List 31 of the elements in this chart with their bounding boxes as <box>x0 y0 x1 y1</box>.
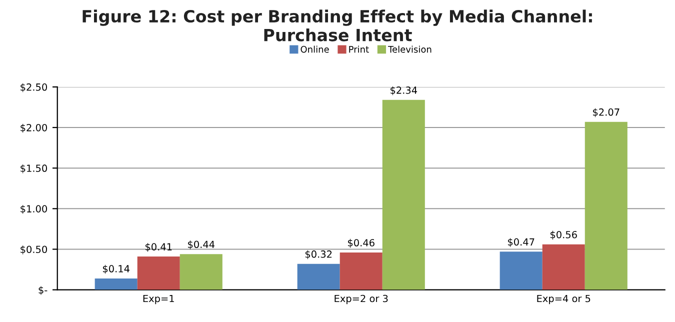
bar <box>542 244 585 290</box>
data-label: $0.56 <box>550 230 577 240</box>
data-label: $0.46 <box>348 238 374 248</box>
data-label: $2.07 <box>593 108 620 118</box>
bar <box>584 122 628 290</box>
data-label: $0.32 <box>305 250 332 260</box>
y-tick-label: $1.00 <box>20 204 48 214</box>
bar <box>382 100 425 290</box>
data-label: $0.44 <box>188 240 215 250</box>
chart-title: Figure 12: Cost per Branding Effect by Media Channel: Purchase Intent <box>82 10 592 42</box>
bar <box>297 264 340 290</box>
bar <box>180 254 222 290</box>
x-tick-label: Exp=4 or 5 <box>537 294 590 304</box>
data-label: $0.41 <box>146 242 172 252</box>
bar <box>340 252 382 290</box>
x-tick-label: Exp=2 or 3 <box>334 294 388 304</box>
data-label: $2.34 <box>390 86 418 96</box>
x-tick-label: Exp=1 <box>143 294 174 304</box>
y-tick-label: $2.50 <box>20 83 48 92</box>
data-label: $0.47 <box>508 238 534 247</box>
y-tick-label: $2.00 <box>20 124 48 133</box>
bar <box>500 252 542 290</box>
legend-label: Print <box>349 46 369 53</box>
y-tick-label: $- <box>38 286 48 295</box>
y-tick-label: $1.50 <box>20 164 48 174</box>
data-label: $0.14 <box>102 264 130 274</box>
legend-label: Television <box>388 46 432 53</box>
legend-label: Online <box>300 46 329 53</box>
y-tick-label: $0.50 <box>20 246 48 254</box>
bar <box>94 278 138 290</box>
bar <box>137 256 180 290</box>
